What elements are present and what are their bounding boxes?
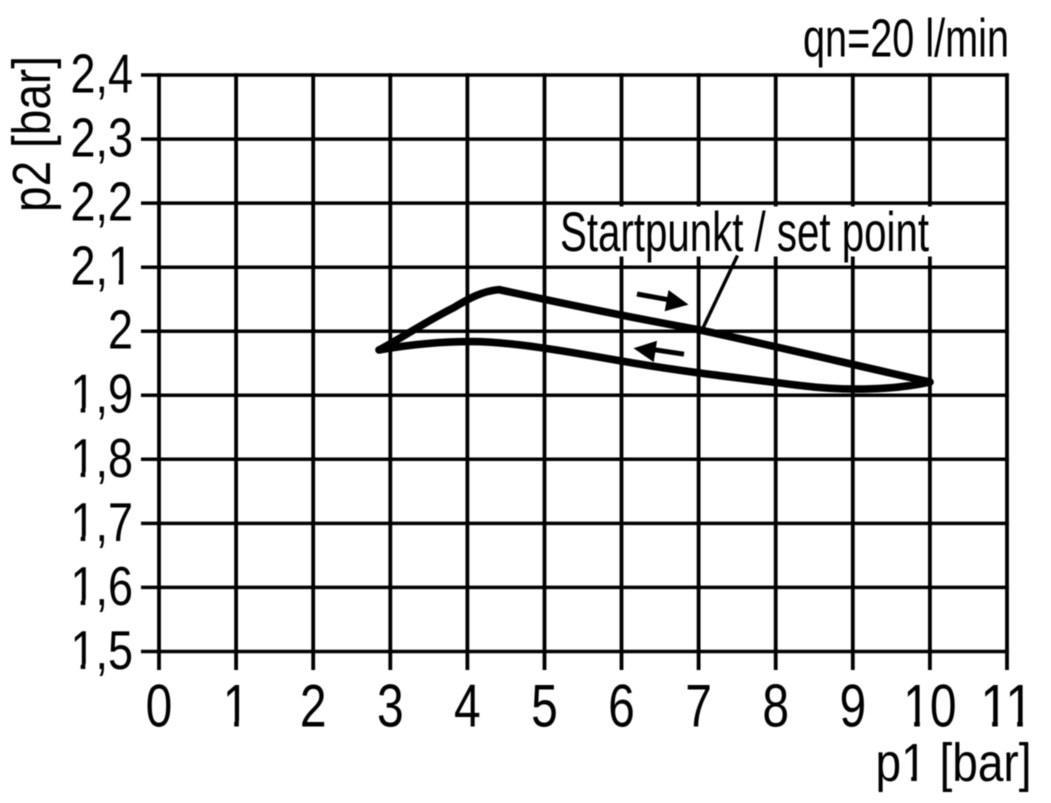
svg-text:9: 9 bbox=[839, 673, 866, 740]
svg-text:0: 0 bbox=[146, 673, 173, 740]
svg-text:1,6: 1,6 bbox=[71, 555, 134, 617]
svg-text:8: 8 bbox=[762, 673, 789, 740]
svg-text:Startpunkt / set point: Startpunkt / set point bbox=[560, 201, 929, 263]
svg-text:1: 1 bbox=[223, 673, 250, 740]
svg-text:2: 2 bbox=[108, 299, 133, 361]
svg-text:1,5: 1,5 bbox=[71, 619, 134, 681]
svg-text:2,3: 2,3 bbox=[71, 107, 134, 169]
svg-text:qn=20 l/min: qn=20 l/min bbox=[803, 8, 1009, 68]
svg-text:7: 7 bbox=[685, 673, 712, 740]
svg-text:2: 2 bbox=[300, 673, 327, 740]
svg-text:2,1: 2,1 bbox=[71, 235, 134, 297]
svg-text:2,4: 2,4 bbox=[71, 43, 134, 105]
svg-text:p2 [bar]: p2 [bar] bbox=[2, 56, 62, 212]
svg-text:3: 3 bbox=[377, 673, 404, 740]
svg-text:2,2: 2,2 bbox=[71, 171, 134, 233]
svg-text:4: 4 bbox=[454, 673, 481, 740]
svg-text:10: 10 bbox=[903, 673, 956, 740]
svg-text:5: 5 bbox=[531, 673, 558, 740]
svg-text:11: 11 bbox=[980, 673, 1033, 740]
svg-text:1,7: 1,7 bbox=[71, 491, 134, 553]
svg-text:1,8: 1,8 bbox=[71, 427, 134, 489]
svg-text:p1 [bar]: p1 [bar] bbox=[876, 733, 1032, 793]
svg-text:1,9: 1,9 bbox=[71, 363, 134, 425]
svg-text:6: 6 bbox=[608, 673, 635, 740]
